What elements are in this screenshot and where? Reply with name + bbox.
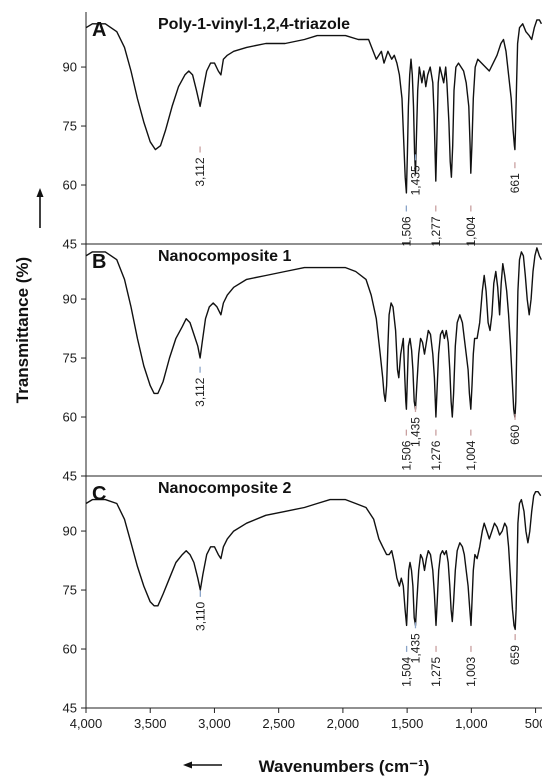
x-tick-label: 3,000 (198, 716, 231, 731)
peak-label: 661 (508, 173, 522, 193)
peak-label: 3,110 (193, 602, 207, 631)
panels: 45 60 75 90 A Poly-1-vinyl-1,2,4-triazole 3,11… (63, 16, 542, 716)
spectrum-line (85, 19, 542, 194)
peak-label: 1,435 (408, 417, 422, 447)
peak-label: 660 (508, 425, 522, 445)
peak-label: 1,004 (464, 440, 478, 470)
y-tick-label: 60 (63, 178, 77, 193)
x-axis: 4,000 3,500 3,000 2,500 2,000 1,500 1,000 500 (70, 708, 542, 731)
peak-label: 1,004 (464, 216, 478, 246)
x-axis-label: Wavenumbers (cm⁻¹) (259, 757, 430, 776)
panel-letter: B (92, 251, 106, 273)
spectrum-line (85, 247, 542, 418)
peak-label: 3,112 (193, 157, 207, 186)
y-tick-label: 90 (63, 524, 77, 539)
plot-frame (85, 12, 542, 709)
y-tick-label: 90 (63, 292, 77, 307)
peak-label: 659 (508, 645, 522, 665)
y-tick-label: 60 (63, 642, 77, 657)
x-tick-label: 2,500 (262, 716, 295, 731)
y-axis-label: Transmittance (%) (13, 257, 32, 403)
y-tick-label: 75 (63, 351, 77, 366)
panel-letter: A (92, 19, 106, 41)
peak-label: 1,435 (408, 165, 422, 195)
peak-label: 1,275 (429, 657, 443, 687)
panel-a: 45 60 75 90 A Poly-1-vinyl-1,2,4-triazole 3,11… (63, 16, 542, 252)
x-tick-label: 4,000 (70, 716, 103, 731)
x-tick-label: 1,000 (455, 716, 488, 731)
y-tick-label: 45 (63, 701, 77, 716)
y-tick-label: 60 (63, 410, 77, 425)
y-tick-label: 75 (63, 119, 77, 134)
y-tick-label: 90 (63, 60, 77, 75)
panel-title: Nanocomposite 2 (158, 480, 291, 497)
peak-label: 1,506 (399, 440, 413, 470)
y-tick-label: 75 (63, 583, 77, 598)
y-tick-label: 45 (63, 237, 77, 252)
peak-label: 1,435 (408, 633, 422, 663)
x-tick-label: 1,500 (391, 716, 424, 731)
peak-label: 1,277 (429, 216, 443, 246)
panel-title: Poly-1-vinyl-1,2,4-triazole (158, 16, 350, 33)
peak-label: 1,506 (399, 216, 413, 246)
spectrum-line (85, 491, 542, 631)
peak-label: 1,003 (464, 657, 478, 687)
panel-title: Nanocomposite 1 (158, 248, 291, 265)
panel-letter: C (92, 483, 106, 505)
y-axis-arrow (36, 188, 44, 228)
x-tick-label: 3,500 (134, 716, 167, 731)
x-tick-label: 500 (525, 716, 542, 731)
peak-label: 1,276 (429, 440, 443, 470)
x-tick-label: 2,000 (327, 716, 360, 731)
y-tick-label: 45 (63, 469, 77, 484)
x-axis-arrow (183, 761, 222, 769)
peak-label: 3,112 (193, 377, 207, 406)
peak-label: 1,504 (400, 657, 414, 687)
